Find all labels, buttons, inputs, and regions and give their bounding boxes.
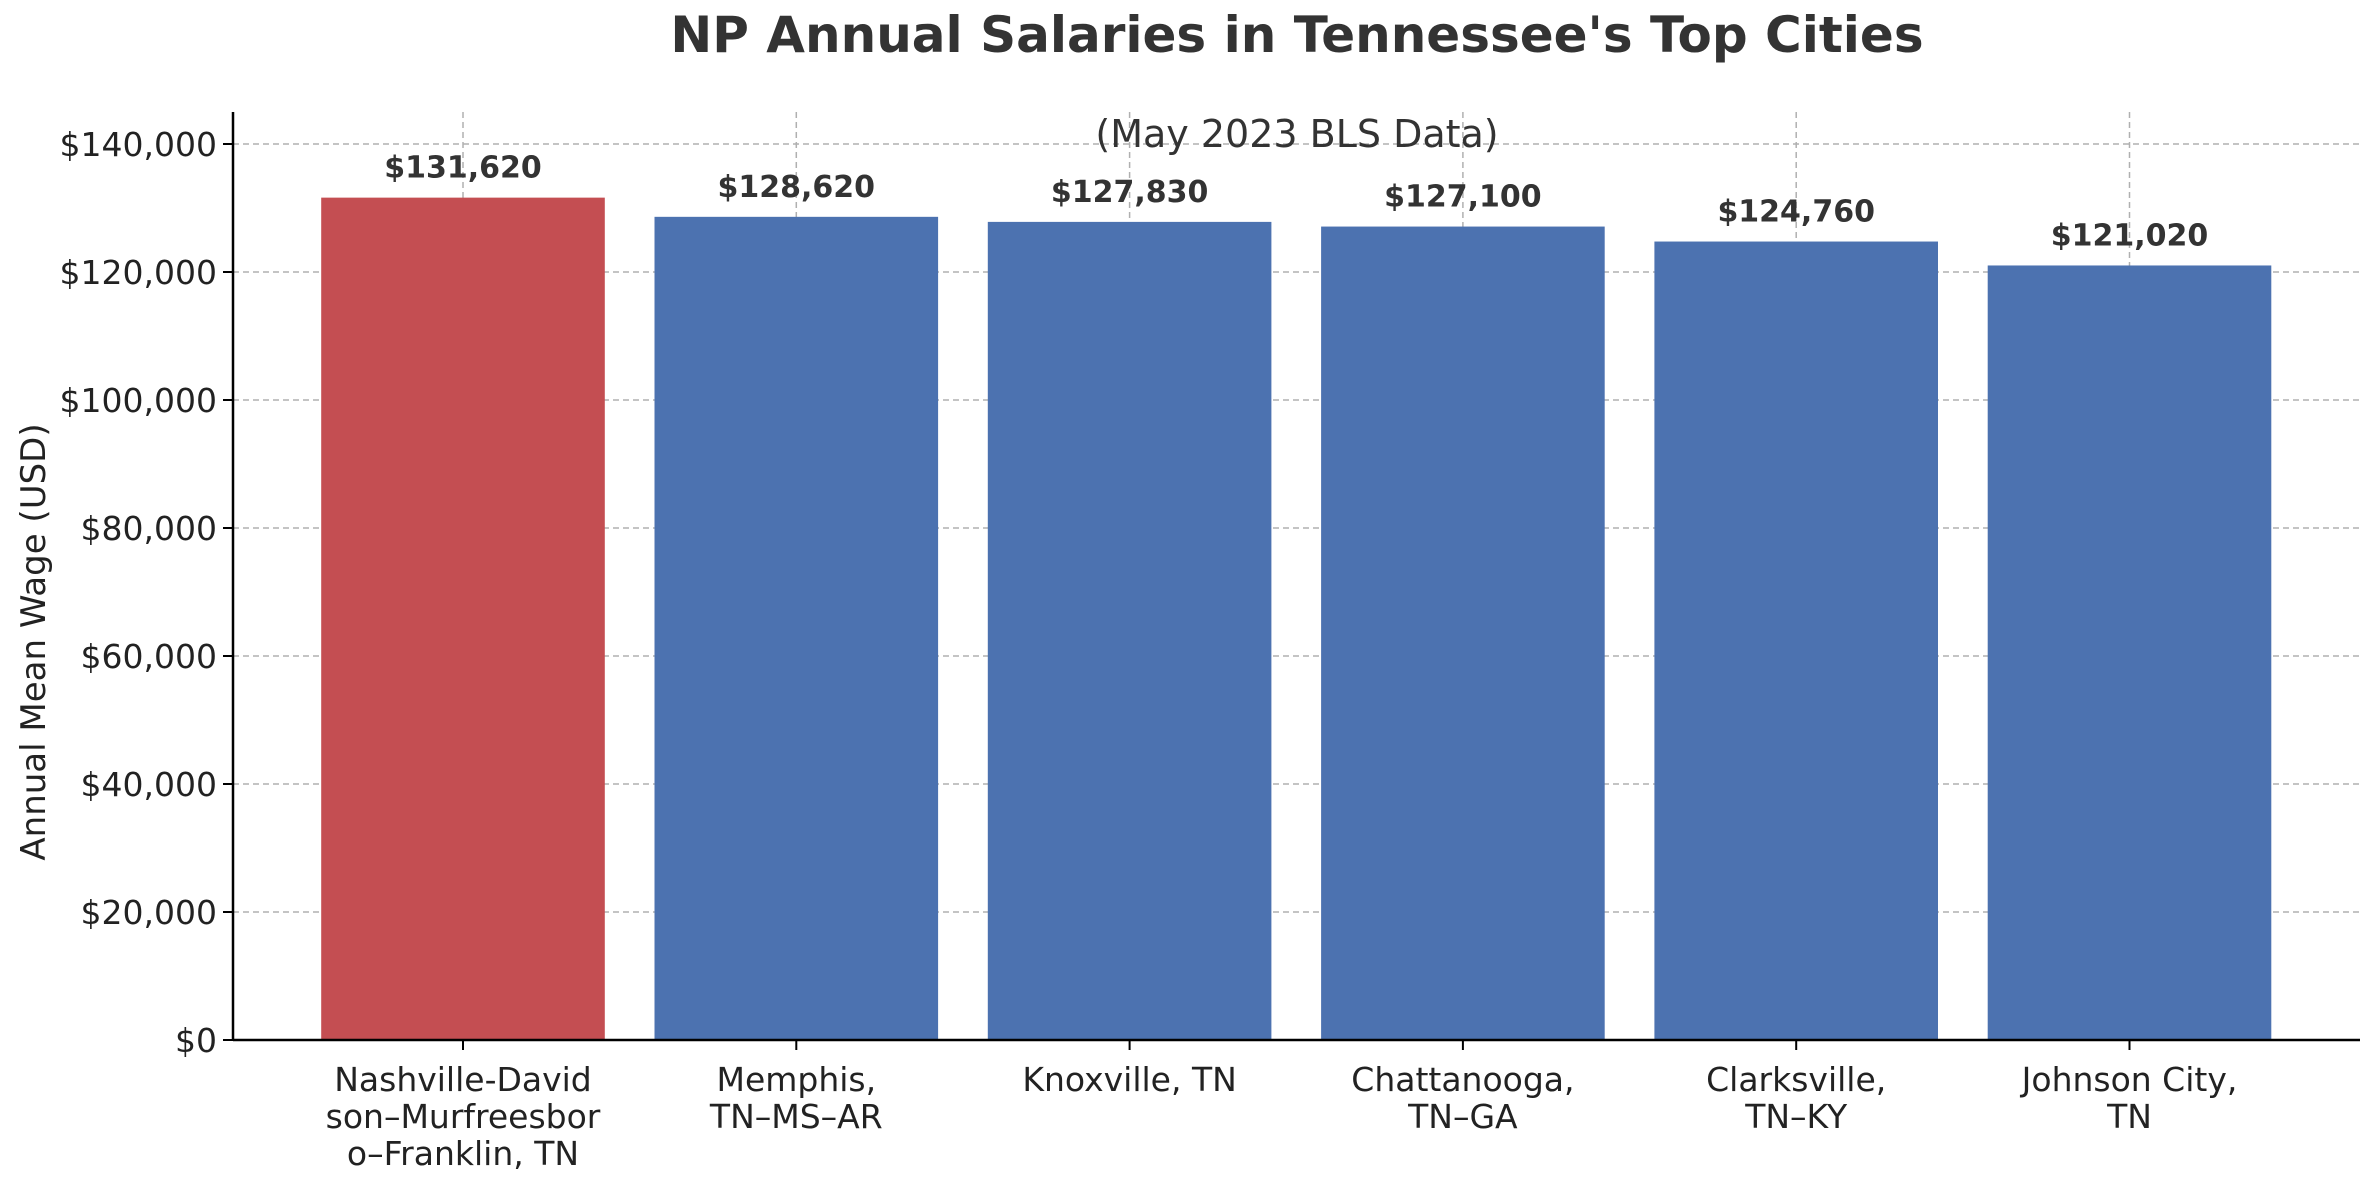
chart-subtitle: (May 2023 BLS Data) bbox=[1095, 112, 1498, 156]
x-tick-label: Clarksville, bbox=[1706, 1060, 1886, 1099]
x-tick-label: TN–GA bbox=[1407, 1097, 1518, 1136]
y-tick-label: $120,000 bbox=[60, 253, 217, 292]
bar bbox=[1654, 241, 1938, 1040]
bar bbox=[321, 197, 605, 1040]
bar-value-label: $124,760 bbox=[1717, 195, 1875, 230]
chart-title: NP Annual Salaries in Tennessee's Top Ci… bbox=[670, 6, 1923, 64]
y-tick-label: $40,000 bbox=[81, 765, 217, 804]
x-tick-label: o–Franklin, TN bbox=[347, 1134, 579, 1173]
x-tick-label: Johnson City, bbox=[2020, 1060, 2238, 1099]
y-tick-label: $0 bbox=[175, 1021, 217, 1060]
x-tick-label: Nashville-David bbox=[334, 1060, 592, 1099]
bar-value-label: $128,620 bbox=[718, 170, 876, 205]
x-tick-label: TN–MS–AR bbox=[709, 1097, 883, 1136]
bar-value-label: $121,020 bbox=[2051, 218, 2209, 253]
bar bbox=[654, 216, 939, 1040]
x-tick-label: son–Murfreesbor bbox=[326, 1097, 601, 1136]
y-tick-label: $100,000 bbox=[60, 381, 217, 420]
y-tick-label: $140,000 bbox=[60, 125, 217, 164]
x-tick-label: Chattanooga, bbox=[1351, 1060, 1574, 1099]
bar bbox=[987, 221, 1272, 1040]
y-axis-label: Annual Mean Wage (USD) bbox=[14, 423, 54, 860]
label-layer: $0 $20,000 $40,000 $60,000 $80,000 $100,000 $1… bbox=[60, 125, 2238, 1173]
bar bbox=[1987, 265, 2272, 1040]
bar-value-label: $131,620 bbox=[384, 151, 542, 186]
x-tick-label: Knoxville, TN bbox=[1022, 1060, 1236, 1099]
y-tick-label: $20,000 bbox=[81, 893, 217, 932]
bar-value-label: $127,830 bbox=[1051, 175, 1209, 210]
bar-layer bbox=[321, 197, 2272, 1040]
y-tick-label: $80,000 bbox=[81, 509, 217, 548]
bar-value-label: $127,100 bbox=[1384, 180, 1542, 215]
y-tick-label: $60,000 bbox=[81, 637, 217, 676]
bar bbox=[1321, 226, 1605, 1040]
x-tick-label: TN–KY bbox=[1744, 1097, 1848, 1136]
x-tick-label: Memphis, bbox=[716, 1060, 876, 1099]
axis-layer bbox=[223, 112, 2360, 1050]
x-tick-label: TN bbox=[2106, 1097, 2152, 1136]
